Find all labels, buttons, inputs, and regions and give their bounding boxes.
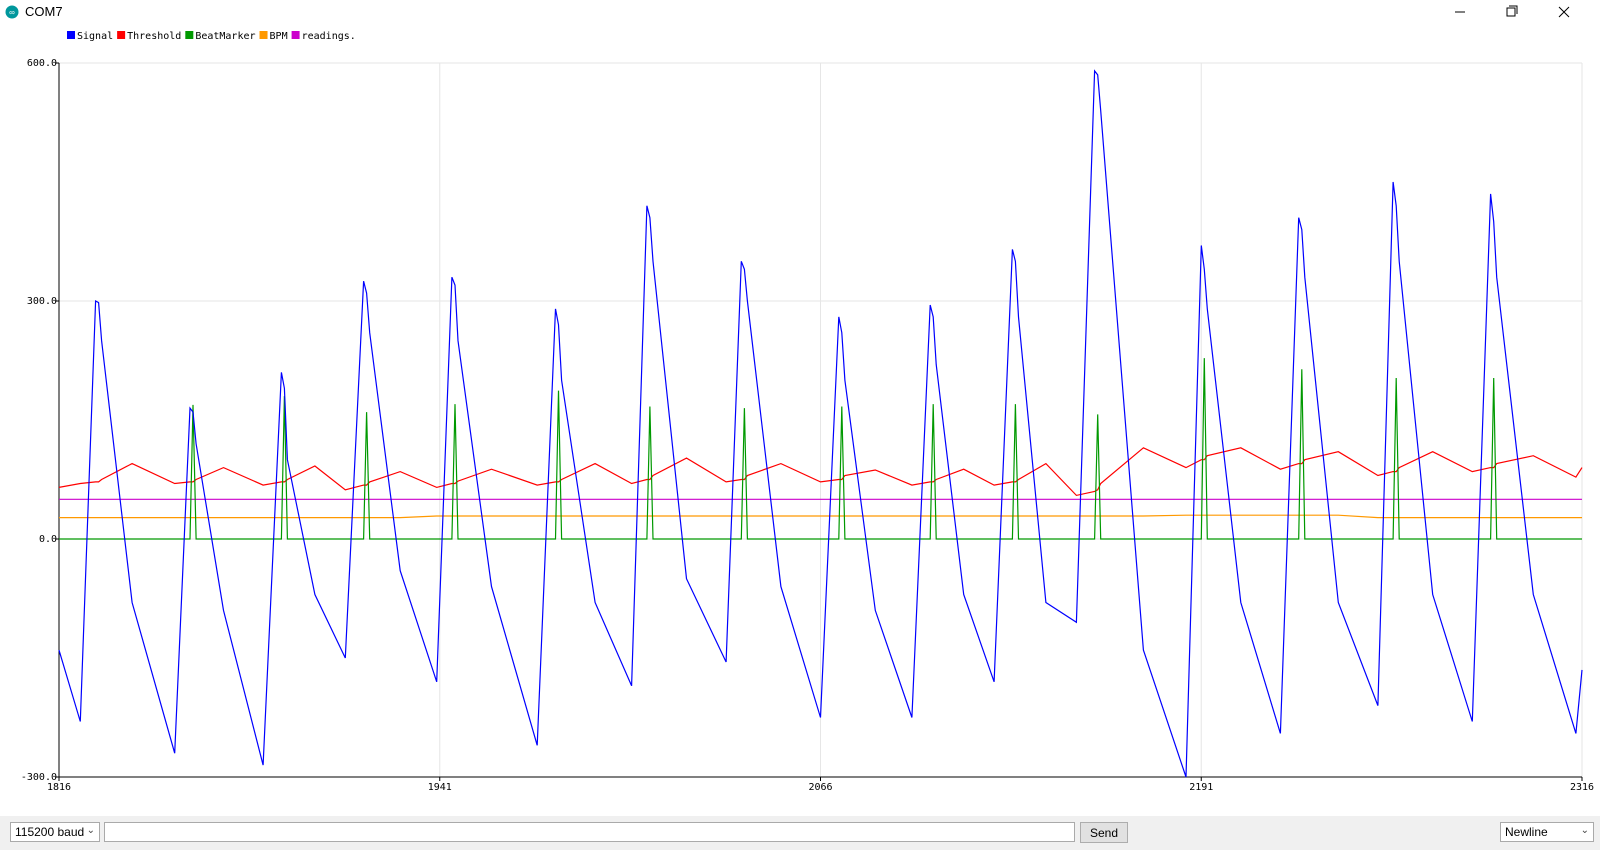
y-tick-label: -300.0 (21, 772, 57, 783)
legend-label: Signal (77, 31, 113, 42)
app-icon: ∞ (5, 5, 19, 19)
series-line (58, 69, 1583, 778)
restore-button[interactable] (1506, 7, 1516, 17)
series-line (59, 358, 1582, 540)
x-tick-label: 2066 (808, 782, 832, 793)
x-tick-label: 1816 (47, 782, 71, 793)
y-tick-label: 0.0 (39, 534, 57, 545)
x-tick-label: 2316 (1570, 782, 1594, 793)
line-ending-label: Newline (1505, 825, 1548, 839)
send-button[interactable]: Send (1080, 822, 1128, 843)
close-button[interactable] (1558, 6, 1570, 18)
window-buttons (1455, 5, 1570, 18)
legend-swatch (291, 31, 300, 39)
legend-label: Threshold (127, 31, 181, 42)
restore-icon (1509, 5, 1518, 14)
input-field[interactable] (104, 822, 1075, 842)
window-title: COM7 (25, 4, 63, 19)
baud-select[interactable]: 115200 baud ⌄ (10, 822, 100, 842)
legend-label: BPM (270, 31, 288, 42)
x-tick-label: 2191 (1189, 782, 1213, 793)
svg-text:∞: ∞ (9, 8, 15, 17)
line-ending-select[interactable]: Newline ⌄ (1500, 822, 1594, 842)
legend-swatch (67, 31, 75, 39)
legend-swatch (185, 31, 194, 39)
legend-label: readings. (302, 31, 356, 42)
plotter: -300.0 0.0 300.0 600.0 1816 1941 2066 2191 2316 S… (21, 31, 1594, 793)
legend-swatch (117, 31, 126, 39)
legend-swatch (259, 31, 268, 39)
y-tick-label: 300.0 (27, 296, 57, 307)
bottom-bar: 115200 baud ⌄ Send Newline ⌄ (0, 816, 1600, 850)
y-tick-label: 600.0 (27, 58, 57, 69)
legend-label: BeatMarker (195, 31, 255, 42)
title-bar: ∞ COM7 (0, 0, 1600, 25)
baud-label: 115200 baud (15, 825, 85, 839)
x-tick-label: 1941 (428, 782, 452, 793)
